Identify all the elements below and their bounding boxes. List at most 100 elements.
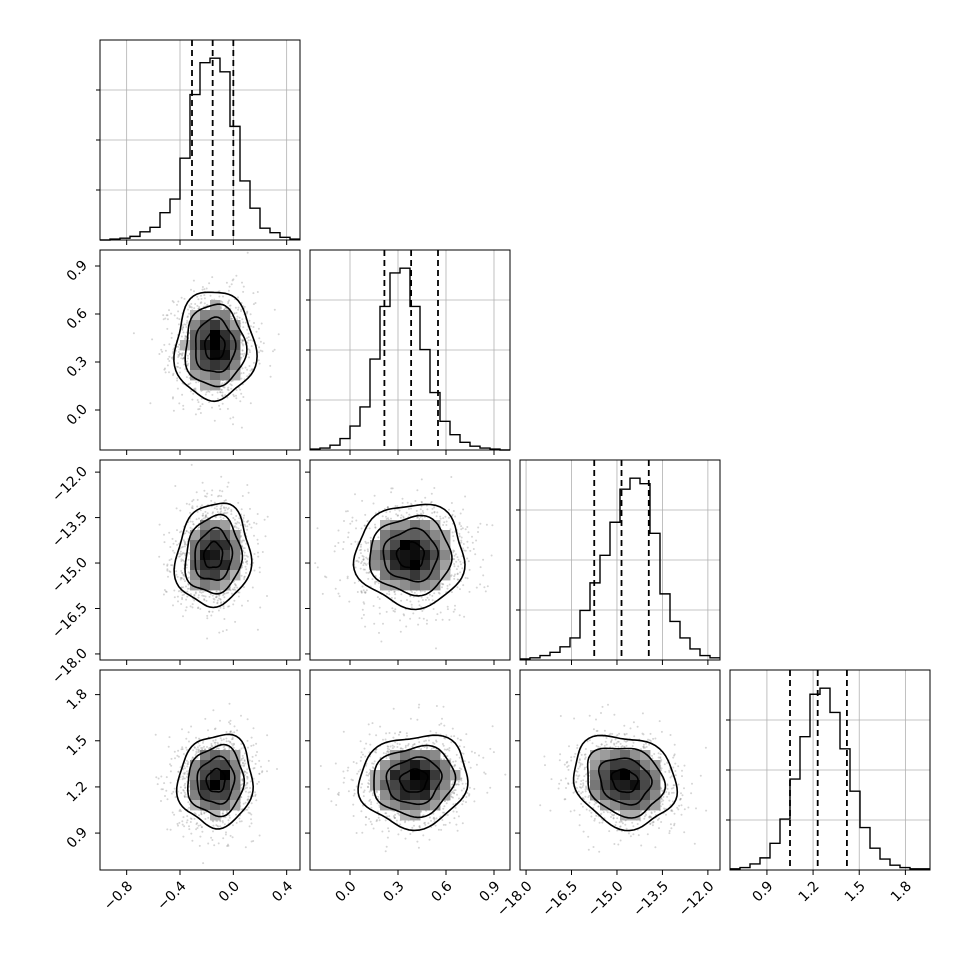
scatter-point <box>244 787 247 790</box>
scatter-point <box>272 350 274 353</box>
scatter-point <box>168 343 171 346</box>
scatter-point <box>242 396 245 398</box>
scatter-point <box>164 349 167 352</box>
scatter-point <box>204 515 207 518</box>
scatter-point <box>459 588 461 591</box>
scatter-point <box>223 511 226 514</box>
scatter-point <box>433 506 436 509</box>
scatter-point <box>360 548 363 551</box>
scatter-point <box>191 507 194 510</box>
scatter-point <box>444 515 447 518</box>
scatter-point <box>399 630 402 633</box>
density-cell <box>230 320 241 331</box>
scatter-point <box>243 352 246 355</box>
scatter-point <box>216 599 219 602</box>
density-cell <box>410 560 421 571</box>
density-cell <box>200 320 211 331</box>
scatter-point <box>182 551 185 554</box>
scatter-point <box>240 764 243 767</box>
scatter-point <box>248 523 251 526</box>
scatter-point <box>200 294 202 297</box>
scatter-point <box>188 828 191 831</box>
scatter-point <box>423 590 426 593</box>
density-cell <box>190 530 201 541</box>
scatter-point <box>236 315 239 318</box>
scatter-point <box>365 571 368 574</box>
density-cell <box>220 550 231 561</box>
scatter-point <box>254 795 257 797</box>
scatter-point <box>179 367 182 369</box>
scatter-point <box>180 748 183 751</box>
scatter-point <box>219 598 222 600</box>
scatter-point <box>160 800 162 802</box>
scatter-point <box>181 572 184 574</box>
density-cell <box>370 540 381 551</box>
scatter-point <box>362 564 365 567</box>
scatter-point <box>186 354 189 357</box>
scatter-point <box>199 412 202 414</box>
scatter-point <box>240 308 243 311</box>
scatter-point <box>253 322 255 324</box>
scatter-point <box>461 567 464 570</box>
density-cell <box>230 360 241 371</box>
scatter-point <box>187 583 190 586</box>
scatter-point <box>219 516 222 519</box>
scatter-point <box>185 759 188 762</box>
scatter-point <box>233 586 236 589</box>
density-cell <box>200 360 211 371</box>
scatter-point <box>176 595 179 598</box>
scatter-point <box>359 552 362 555</box>
scatter-point <box>241 495 244 497</box>
scatter-point <box>185 746 188 749</box>
scatter-point <box>206 512 209 515</box>
scatter-point <box>419 508 422 511</box>
scatter-point <box>258 346 261 349</box>
scatter-point <box>182 573 185 576</box>
scatter-point <box>174 540 177 543</box>
scatter-point <box>257 551 259 554</box>
scatter-point <box>193 593 196 596</box>
density-cell <box>410 520 421 531</box>
scatter-point <box>226 485 229 488</box>
scatter-point <box>233 583 236 585</box>
scatter-point <box>247 806 250 809</box>
scatter-point <box>452 510 455 512</box>
scatter-point <box>180 810 182 813</box>
density-cell <box>390 580 401 591</box>
scatter-point <box>185 737 188 740</box>
scatter-point <box>247 348 250 351</box>
scatter-point <box>393 590 396 593</box>
scatter-point <box>173 589 176 592</box>
density-cell <box>230 540 241 551</box>
density-cell <box>440 560 451 571</box>
scatter-point <box>180 530 183 533</box>
scatter-point <box>453 565 456 568</box>
scatter-point <box>215 596 218 599</box>
scatter-point <box>195 518 198 521</box>
scatter-point <box>250 526 253 529</box>
scatter-point <box>314 562 317 565</box>
density-cell <box>220 310 231 321</box>
scatter-point <box>158 523 161 526</box>
scatter-point <box>433 592 436 595</box>
scatter-point <box>174 485 177 487</box>
scatter-point <box>394 608 397 611</box>
scatter-point <box>252 292 255 295</box>
scatter-point <box>206 303 209 306</box>
scatter-point <box>466 546 469 549</box>
scatter-point <box>254 762 257 765</box>
density-cell <box>220 330 231 341</box>
density-cell <box>230 330 241 341</box>
scatter-point <box>246 777 249 780</box>
scatter-point <box>222 738 225 741</box>
scatter-point <box>221 394 224 397</box>
scatter-point <box>212 601 215 604</box>
scatter-point <box>258 362 261 365</box>
scatter-point <box>174 757 176 760</box>
scatter-point <box>359 549 361 552</box>
scatter-point <box>441 583 444 586</box>
scatter-point <box>205 287 208 290</box>
scatter-point <box>430 500 433 503</box>
scatter-point <box>190 818 193 820</box>
scatter-point <box>198 844 201 847</box>
